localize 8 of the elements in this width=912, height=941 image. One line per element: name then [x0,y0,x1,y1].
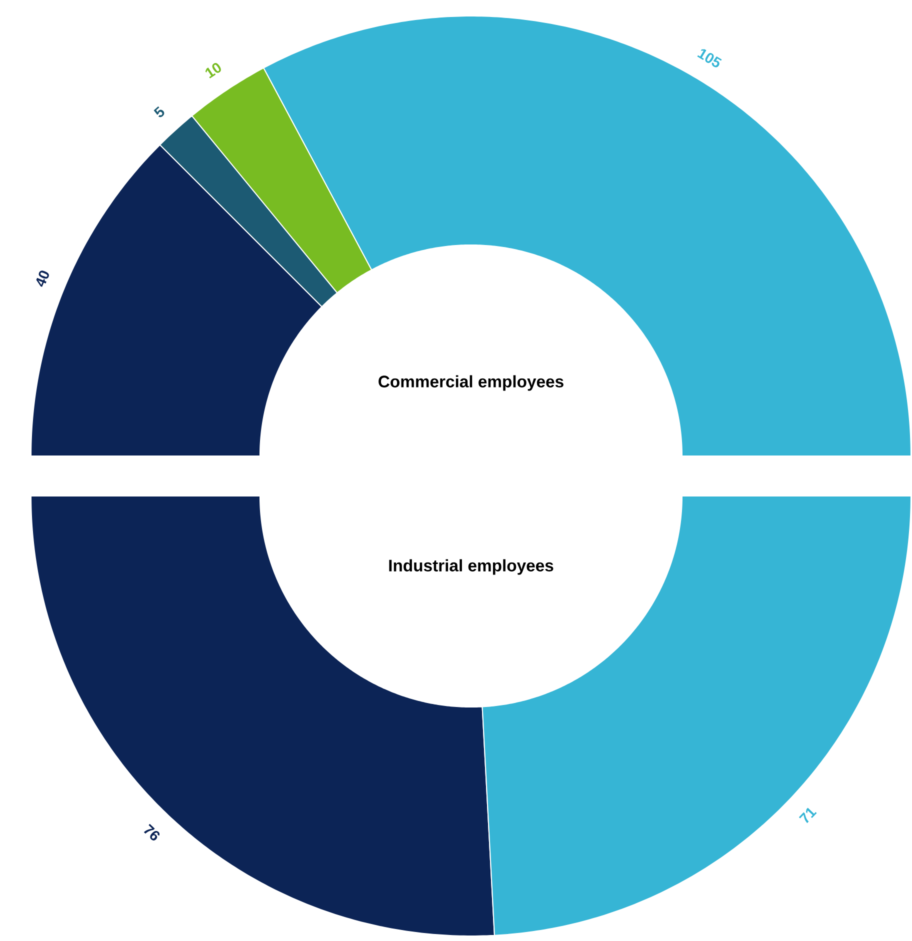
data-label: 76 [144,824,160,840]
data-label: 10 [206,63,222,78]
data-label: 5 [154,106,164,118]
text: Industrial employees [389,559,554,575]
data-label: 40 [36,270,50,287]
data-label: 105 [697,49,722,68]
data-label: 71 [799,808,817,824]
text: Commercial employees [378,375,564,391]
